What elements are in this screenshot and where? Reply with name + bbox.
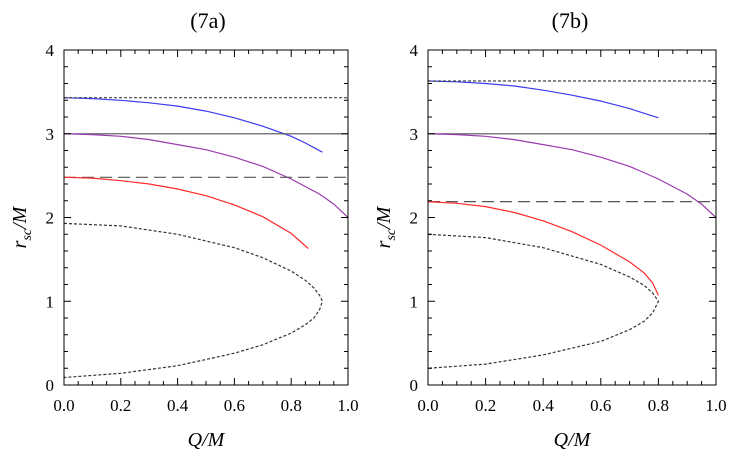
y-tick-label: 3	[46, 125, 55, 144]
y-axis-label-sub: sc	[20, 228, 35, 240]
y-axis-label-r: r	[9, 240, 31, 248]
x-tick-label: 0.2	[110, 396, 131, 415]
y-tick-label: 3	[410, 125, 419, 144]
series-blue	[428, 80, 659, 119]
y-axis-label-tail: /M	[9, 205, 31, 230]
x-tick-label: 0.8	[281, 396, 302, 415]
x-tick-label: 0.4	[533, 396, 555, 415]
plot-frame	[63, 49, 349, 386]
y-axis-label: rsc/M	[9, 205, 35, 248]
y-axis-label-tail: /M	[373, 205, 395, 230]
series-blue	[64, 97, 323, 153]
series-dotted-lower	[64, 222, 324, 379]
y-axis-label: rsc/M	[373, 205, 399, 248]
chart-title: (7a)	[190, 8, 225, 33]
y-tick-label: 2	[410, 209, 419, 228]
x-axis-label-tail: /M	[567, 429, 592, 451]
x-axis-label: Q/M	[188, 429, 226, 451]
y-tick-label: 4	[410, 41, 419, 60]
series-red	[64, 176, 309, 249]
y-tick-label: 0	[46, 376, 55, 395]
x-axis-label-tail: /M	[201, 429, 226, 451]
y-axis-label-r: r	[373, 240, 395, 248]
series-red	[428, 201, 659, 296]
x-tick-label: 0.6	[224, 396, 245, 415]
series-dotted-lower	[428, 233, 660, 369]
y-tick-label: 1	[410, 292, 419, 311]
plot-frame	[427, 49, 717, 386]
y-tick-label: 0	[410, 376, 419, 395]
x-tick-label: 0.8	[648, 396, 669, 415]
y-tick-label: 1	[46, 292, 55, 311]
x-tick-label: 0.0	[417, 396, 438, 415]
chart-title: (7b)	[552, 8, 589, 33]
x-axis-label: Q/M	[554, 429, 592, 451]
series-purple	[64, 133, 348, 218]
x-tick-label: 0.2	[475, 396, 496, 415]
x-axis-label-q: Q	[554, 429, 569, 451]
x-axis-label-q: Q	[188, 429, 203, 451]
series-group	[64, 97, 348, 379]
x-tick-label: 1.0	[337, 396, 358, 415]
series-purple	[428, 133, 716, 218]
x-tick-label: 0.4	[167, 396, 189, 415]
x-tick-label: 1.0	[705, 396, 726, 415]
y-tick-label: 2	[46, 209, 55, 228]
x-tick-label: 0.0	[53, 396, 74, 415]
series-group	[428, 80, 716, 369]
x-tick-label: 0.6	[590, 396, 611, 415]
y-axis-label-sub: sc	[384, 228, 399, 240]
y-tick-label: 4	[46, 41, 55, 60]
